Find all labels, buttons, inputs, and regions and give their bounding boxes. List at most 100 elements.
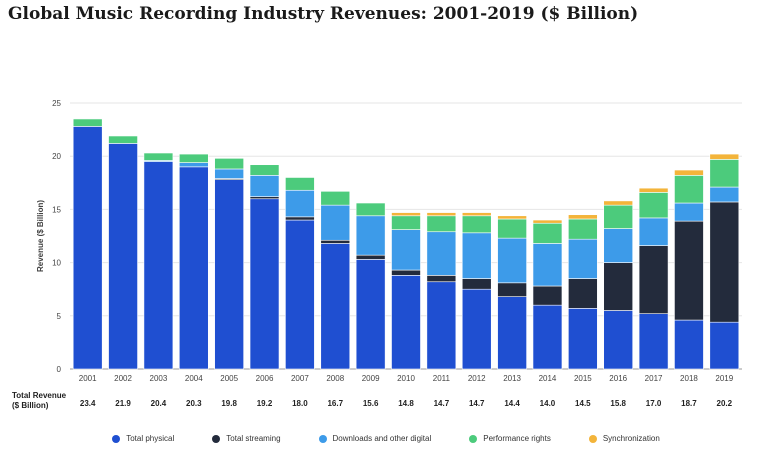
bar-performance-rights-2007 [285, 177, 315, 191]
bar-total-streaming-2006 [249, 196, 280, 200]
y-tick-label: 25 [52, 99, 61, 108]
bar-total-physical-2016 [603, 310, 634, 370]
x-tick-label: 2005 [220, 374, 238, 383]
x-tick-label: 2010 [397, 374, 415, 383]
bar-performance-rights-2012 [461, 215, 492, 234]
legend-item: Total streaming [212, 434, 281, 443]
total-revenue-value: 14.7 [434, 399, 450, 408]
bar-performance-rights-2014 [532, 222, 563, 244]
total-revenue-label: ($ Billion) [12, 401, 49, 410]
total-revenue-value: 19.8 [221, 399, 237, 408]
total-revenue-value: 20.4 [151, 399, 167, 408]
total-revenue-value: 14.4 [504, 399, 520, 408]
bar-performance-rights-2017 [638, 192, 669, 219]
x-tick-label: 2002 [114, 374, 132, 383]
bar-synchronization-2014 [532, 219, 563, 224]
bar-performance-rights-2016 [603, 204, 634, 229]
bar-synchronization-2015 [568, 214, 598, 220]
bar-total-physical-2017 [638, 313, 669, 370]
total-revenue-value: 20.2 [717, 399, 733, 408]
total-revenue-value: 21.9 [115, 399, 131, 408]
bar-total-streaming-2017 [638, 245, 669, 314]
bar-total-physical-2002 [108, 143, 138, 370]
bar-total-physical-2006 [249, 198, 280, 370]
bar-total-streaming-2011 [426, 275, 457, 283]
x-tick-label: 2008 [326, 374, 344, 383]
chart-legend: Total physical Total streaming Downloads a… [0, 434, 772, 443]
bar-total-streaming-2008 [320, 239, 351, 244]
bar-performance-rights-2010 [391, 215, 421, 230]
total-revenue-value: 19.2 [257, 399, 273, 408]
bar-total-physical-2009 [355, 259, 386, 370]
bar-downloads-and-other-digital-2008 [320, 204, 351, 241]
bar-performance-rights-2018 [674, 175, 704, 204]
bar-total-physical-2005 [214, 179, 244, 370]
bar-total-physical-2013 [497, 296, 527, 370]
bar-performance-rights-2013 [497, 218, 527, 239]
bar-total-physical-2015 [568, 308, 598, 370]
legend-label: Total physical [126, 434, 175, 443]
bar-performance-rights-2011 [426, 215, 457, 233]
legend-item: Total physical [112, 434, 174, 443]
total-revenue-value: 14.0 [540, 399, 556, 408]
x-tick-label: 2003 [150, 374, 168, 383]
chart-title: Global Music Recording Industry Revenues… [8, 4, 639, 24]
bar-downloads-and-other-digital-2007 [285, 189, 315, 218]
y-tick-label: 10 [52, 259, 61, 268]
bar-total-physical-2007 [285, 219, 315, 370]
x-tick-label: 2009 [362, 374, 380, 383]
legend-swatch [318, 434, 327, 443]
bar-total-physical-2014 [532, 304, 563, 370]
legend-item: Synchronization [588, 434, 660, 443]
legend-swatch [112, 434, 121, 443]
total-revenue-value: 16.7 [327, 399, 343, 408]
bar-downloads-and-other-digital-2019 [709, 186, 740, 203]
bar-performance-rights-2001 [72, 118, 103, 127]
bar-total-streaming-2012 [461, 278, 492, 290]
bar-downloads-and-other-digital-2011 [426, 231, 457, 276]
legend-swatch [588, 434, 597, 443]
bar-synchronization-2013 [497, 215, 527, 220]
bar-downloads-and-other-digital-2013 [497, 237, 527, 284]
x-tick-label: 2004 [185, 374, 203, 383]
bar-downloads-and-other-digital-2005 [214, 168, 244, 179]
bar-performance-rights-2015 [568, 218, 598, 240]
legend-swatch [469, 434, 478, 443]
legend-label: Synchronization [602, 434, 660, 443]
bar-total-streaming-2009 [355, 254, 386, 260]
legend-swatch [212, 434, 221, 443]
bar-downloads-and-other-digital-2014 [532, 243, 563, 287]
bar-downloads-and-other-digital-2017 [638, 217, 669, 246]
y-axis-label: Revenue ($ Billion) [36, 200, 45, 272]
bar-total-streaming-2019 [709, 201, 740, 323]
x-tick-label: 2015 [574, 374, 592, 383]
bar-total-physical-2001 [72, 126, 103, 370]
bar-total-streaming-2018 [674, 220, 704, 321]
total-revenue-label: Total Revenue [12, 391, 67, 400]
bar-performance-rights-2002 [108, 135, 138, 144]
x-tick-label: 2017 [645, 374, 663, 383]
bar-downloads-and-other-digital-2010 [391, 229, 421, 271]
bar-total-physical-2008 [320, 243, 351, 370]
x-tick-label: 2012 [468, 374, 486, 383]
total-revenue-value: 14.7 [469, 399, 485, 408]
x-tick-label: 2013 [503, 374, 521, 383]
bar-total-streaming-2015 [568, 278, 598, 309]
bar-synchronization-2017 [638, 187, 669, 193]
bar-synchronization-2016 [603, 200, 634, 206]
bar-total-physical-2012 [461, 288, 492, 370]
bar-total-physical-2010 [391, 275, 421, 370]
bar-performance-rights-2006 [249, 164, 280, 176]
x-tick-label: 2014 [539, 374, 557, 383]
legend-item: Downloads and other digital [318, 434, 431, 443]
bar-downloads-and-other-digital-2004 [178, 162, 209, 168]
bar-total-streaming-2014 [532, 285, 563, 306]
bar-downloads-and-other-digital-2016 [603, 228, 634, 263]
bar-performance-rights-2004 [178, 153, 209, 163]
total-revenue-value: 14.8 [398, 399, 414, 408]
x-tick-label: 2007 [291, 374, 309, 383]
total-revenue-value: 18.7 [681, 399, 697, 408]
total-revenue-value: 17.0 [646, 399, 662, 408]
legend-label: Total streaming [226, 434, 281, 443]
y-tick-label: 20 [52, 152, 61, 161]
